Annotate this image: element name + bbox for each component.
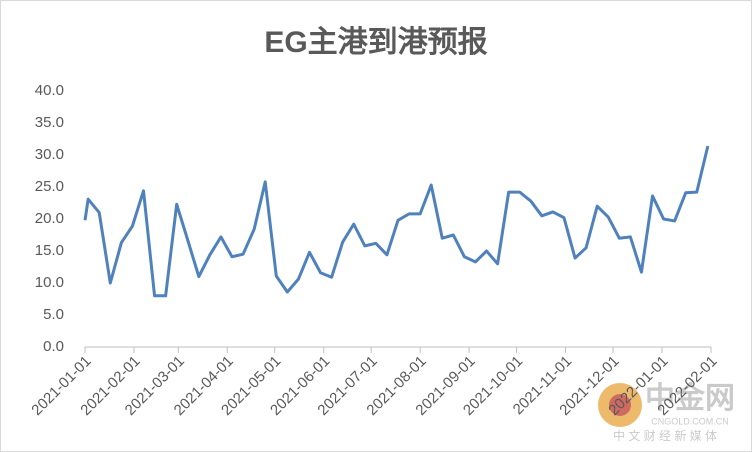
watermark-tagline: 中 文 财 经 新 媒 体: [613, 428, 717, 443]
y-tick-label: 25.0: [35, 178, 64, 195]
y-tick-label: 30.0: [35, 146, 64, 163]
y-tick-label: 0.0: [43, 338, 64, 355]
y-tick-label: 20.0: [35, 210, 64, 227]
watermark-logo: 中金网: [645, 381, 735, 415]
watermark: 中金网 CNGOLD.COM.CN 中 文 财 经 新 媒 体: [598, 381, 735, 443]
watermark-domain: CNGOLD.COM.CN: [651, 416, 729, 426]
chart-title: EG主港到港预报: [264, 26, 487, 59]
y-tick-label: 10.0: [35, 274, 64, 291]
line: [83, 145, 710, 298]
y-tick-label: 5.0: [43, 306, 64, 323]
y-tick-label: 35.0: [35, 114, 64, 131]
y-tick-label: 40.0: [35, 82, 64, 99]
watermark-icon: [609, 394, 631, 416]
y-tick-label: 15.0: [35, 242, 64, 259]
